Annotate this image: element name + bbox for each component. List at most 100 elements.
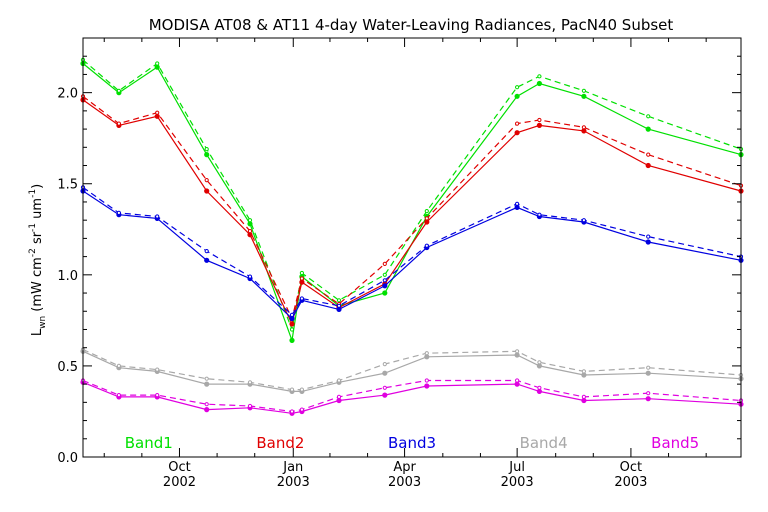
data-point-band2-at08 bbox=[154, 113, 160, 119]
data-point-band1-at08 bbox=[382, 290, 388, 296]
data-point-band1-at11 bbox=[289, 327, 295, 332]
data-point-band1-at11 bbox=[155, 61, 160, 66]
data-point-band1-at11 bbox=[336, 298, 342, 303]
y-tick-label: 0.0 bbox=[57, 451, 78, 466]
data-point-band1-at11 bbox=[204, 147, 209, 152]
y-tick-label: 1.5 bbox=[57, 178, 78, 193]
data-point-band4-at08 bbox=[424, 354, 430, 360]
data-point-band1-at08 bbox=[514, 93, 520, 99]
data-point-band4-at11 bbox=[204, 376, 209, 381]
data-point-band2-at08 bbox=[204, 188, 210, 194]
data-point-band3-at11 bbox=[289, 312, 295, 317]
series-band1-at11 bbox=[80, 57, 744, 332]
data-point-band5-at11 bbox=[116, 393, 122, 398]
data-point-band3-at11 bbox=[424, 243, 429, 248]
data-point-band4-at11 bbox=[382, 362, 387, 367]
data-point-band3-at11 bbox=[299, 296, 304, 301]
data-point-band2-at11 bbox=[537, 117, 542, 123]
data-point-band2-at08 bbox=[514, 130, 520, 136]
data-point-band1-at11 bbox=[299, 270, 304, 276]
data-point-band2-at11 bbox=[116, 121, 122, 126]
data-point-band3-at08 bbox=[514, 204, 520, 210]
data-point-band1-at08 bbox=[289, 337, 295, 343]
x-tick-label-month: Jan bbox=[282, 460, 303, 475]
chart-title: MODISA AT08 & AT11 4-day Water-Leaving R… bbox=[149, 16, 674, 34]
legend: Band1 Band2 Band3 Band4 Band5 bbox=[125, 434, 699, 452]
data-point-band3-at08 bbox=[382, 283, 388, 289]
data-point-band1-at11 bbox=[646, 114, 651, 119]
data-point-band5-at08 bbox=[336, 397, 342, 404]
data-point-band1-at11 bbox=[116, 88, 122, 93]
legend-item-band5: Band5 bbox=[651, 434, 699, 452]
data-point-band2-at11 bbox=[424, 216, 429, 221]
data-point-band5-at11 bbox=[537, 385, 542, 390]
series-band4-at11 bbox=[80, 347, 744, 392]
data-point-band3-at08 bbox=[204, 257, 210, 263]
y-axis-label: Lwn (mW cm-2 sr-1 um-1) bbox=[28, 184, 48, 336]
data-point-band4-at11 bbox=[424, 351, 429, 356]
x-tick-label-year: 2003 bbox=[277, 475, 310, 490]
y-tick-label: 1.0 bbox=[57, 269, 78, 284]
legend-item-band2: Band2 bbox=[256, 434, 304, 452]
data-point-band3-at11 bbox=[581, 218, 587, 223]
data-point-band5-at08 bbox=[536, 388, 543, 394]
data-point-band2-at11 bbox=[515, 121, 520, 126]
data-point-band4-at08 bbox=[536, 363, 543, 369]
plot-frame bbox=[82, 37, 742, 458]
data-point-band1-at11 bbox=[537, 74, 542, 79]
data-point-band4-at11 bbox=[336, 378, 342, 383]
legend-item-band4: Band4 bbox=[520, 434, 568, 452]
data-point-band4-at11 bbox=[581, 369, 587, 374]
data-point-band1-at08 bbox=[581, 93, 587, 99]
data-point-band1-at11 bbox=[424, 209, 429, 214]
data-point-band1-at11 bbox=[247, 218, 253, 223]
data-point-band4-at11 bbox=[646, 365, 651, 370]
data-point-band5-at08 bbox=[382, 392, 388, 398]
data-point-band2-at11 bbox=[299, 276, 304, 281]
data-point-band5-at11 bbox=[204, 402, 209, 407]
data-point-band2-at08 bbox=[645, 162, 651, 169]
series-line-band3-at11 bbox=[82, 186, 742, 316]
data-point-band1-at08 bbox=[536, 80, 543, 87]
legend-item-band1: Band1 bbox=[125, 434, 173, 452]
series-layer bbox=[80, 57, 744, 416]
data-point-band4-at11 bbox=[289, 387, 295, 392]
data-point-band3-at11 bbox=[247, 274, 253, 279]
data-point-band4-at08 bbox=[581, 372, 587, 378]
data-point-band4-at08 bbox=[645, 370, 651, 376]
x-tick-label-month: Jul bbox=[508, 460, 525, 475]
data-point-band1-at11 bbox=[581, 88, 587, 93]
data-point-band5-at11 bbox=[646, 391, 651, 396]
data-point-band4-at08 bbox=[382, 370, 388, 376]
series-line-band1-at11 bbox=[82, 59, 742, 332]
x-tick-label-year: 2003 bbox=[614, 475, 647, 490]
data-point-band2-at11 bbox=[204, 178, 209, 183]
data-point-band3-at11 bbox=[515, 201, 520, 206]
data-point-band4-at11 bbox=[537, 360, 542, 365]
data-point-band5-at08 bbox=[581, 397, 587, 404]
data-point-band3-at11 bbox=[204, 249, 209, 254]
data-point-band1-at08 bbox=[204, 152, 210, 158]
data-point-band3-at11 bbox=[537, 212, 542, 217]
data-point-band4-at08 bbox=[514, 352, 520, 358]
data-point-band4-at11 bbox=[116, 363, 122, 368]
data-point-band5-at11 bbox=[247, 403, 253, 409]
y-tick-label: 0.5 bbox=[57, 360, 78, 375]
data-point-band4-at11 bbox=[247, 380, 253, 385]
data-point-band3-at08 bbox=[336, 306, 342, 312]
data-point-band1-at08 bbox=[154, 64, 160, 70]
data-point-band3-at11 bbox=[646, 234, 651, 239]
data-point-band2-at08 bbox=[424, 219, 430, 225]
data-point-band2-at11 bbox=[382, 261, 387, 266]
data-point-band1-at08 bbox=[645, 126, 651, 132]
x-tick-label-month: Oct bbox=[168, 460, 190, 475]
x-tick-label-month: Oct bbox=[620, 460, 642, 475]
data-point-band4-at11 bbox=[155, 367, 160, 372]
data-point-band2-at08 bbox=[247, 232, 253, 238]
data-point-band5-at11 bbox=[515, 378, 520, 383]
data-point-band2-at08 bbox=[581, 128, 587, 134]
data-point-band2-at11 bbox=[155, 110, 160, 115]
data-point-band3-at08 bbox=[645, 239, 651, 245]
